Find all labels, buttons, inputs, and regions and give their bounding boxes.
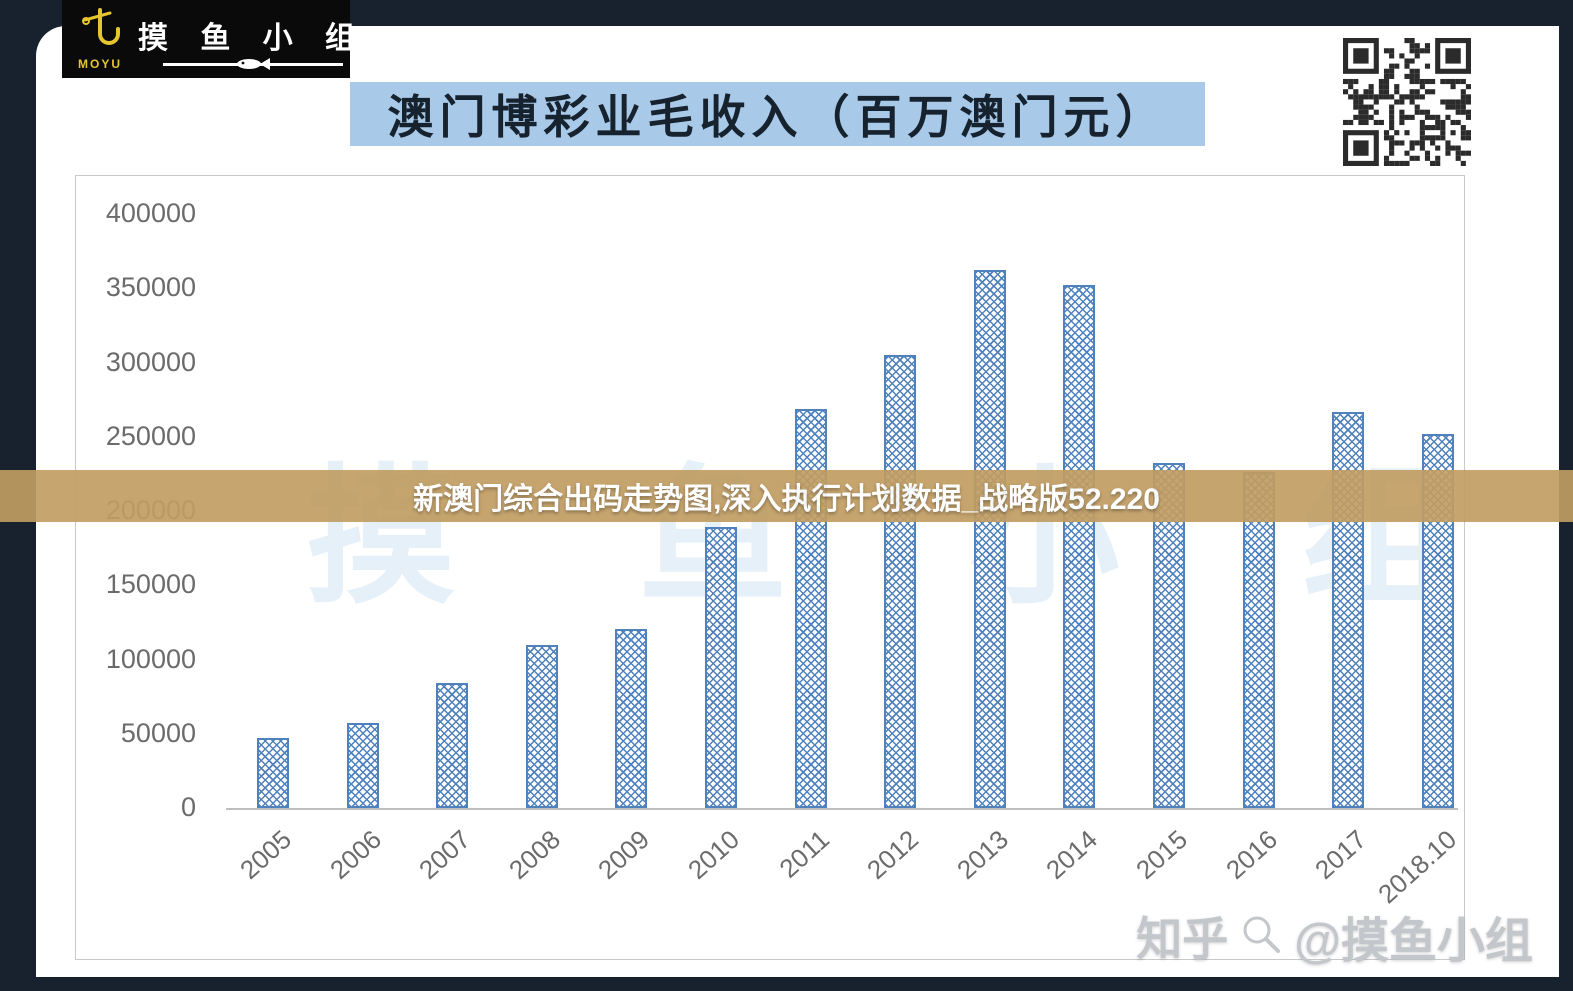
logo-underline [162, 57, 343, 70]
x-axis-label: 2011 [773, 824, 835, 884]
bar-2008 [525, 644, 558, 808]
x-axis-label: 2006 [323, 824, 387, 885]
bar-2014 [1063, 285, 1096, 808]
y-axis-label: 400000 [105, 198, 196, 228]
banner-text: 新澳门综合出码走势图,深入执行计划数据_战略版52.220 [413, 483, 1160, 516]
y-axis-label: 250000 [105, 420, 196, 451]
bar-2011 [794, 408, 827, 808]
logo-title: 摸 鱼 小 组 [138, 21, 368, 55]
bar-2005 [257, 738, 289, 808]
y-axis-label: 50000 [120, 717, 196, 748]
chart-title-highlight: 澳门博彩业毛收入（百万澳门元） [350, 82, 1205, 146]
y-axis-label: 350000 [105, 272, 196, 303]
bar-2016 [1242, 472, 1275, 808]
overlay-banner: 新澳门综合出码走势图,深入执行计划数据_战略版52.220 [0, 470, 1573, 522]
y-axis-label: 300000 [105, 346, 196, 377]
x-axis-label: 2012 [861, 824, 925, 885]
bar-2015 [1153, 463, 1185, 808]
logo-mark-column: MOYU [78, 7, 122, 71]
qr-code [1343, 38, 1471, 166]
bottom-watermark: 知乎 @摸鱼小组 [1136, 901, 1533, 971]
y-axis-label: 150000 [105, 569, 196, 600]
bar-2009 [615, 629, 648, 808]
x-axis-label: 2009 [592, 824, 656, 885]
bar-2013 [973, 270, 1006, 808]
y-axis-label: 0 [180, 792, 196, 822]
x-axis-label: 2010 [682, 824, 746, 885]
fish-icon [236, 57, 270, 70]
chart-panel: 摸 鱼 小 组 05000010000015000020000025000030… [75, 175, 1465, 960]
moyu-logo: MOYU 摸 鱼 小 组 [62, 0, 355, 78]
x-axis-line [226, 808, 1458, 810]
x-axis-label: 2014 [1040, 824, 1104, 885]
x-axis-label: 2013 [950, 824, 1014, 885]
fish-hook-icon [80, 7, 120, 57]
zhihu-watermark: 知乎 [1136, 913, 1229, 965]
bar-2010 [705, 526, 737, 808]
watermark-handle: @摸鱼小组 [1294, 915, 1533, 968]
bar-2006 [346, 722, 379, 808]
logo-title-block: 摸 鱼 小 组 [138, 13, 368, 70]
x-axis-label: 2008 [502, 824, 566, 885]
page-title: 澳门博彩业毛收入（百万澳门元） [387, 91, 1168, 143]
x-axis-label: 2007 [413, 824, 477, 885]
logo-brand-text: MOYU [78, 56, 122, 71]
y-axis-label: 100000 [105, 643, 196, 674]
x-axis-label: 2005 [234, 824, 298, 885]
bar-2007 [436, 683, 469, 808]
bar-2012 [884, 355, 917, 808]
magnifier-icon [1240, 913, 1282, 960]
